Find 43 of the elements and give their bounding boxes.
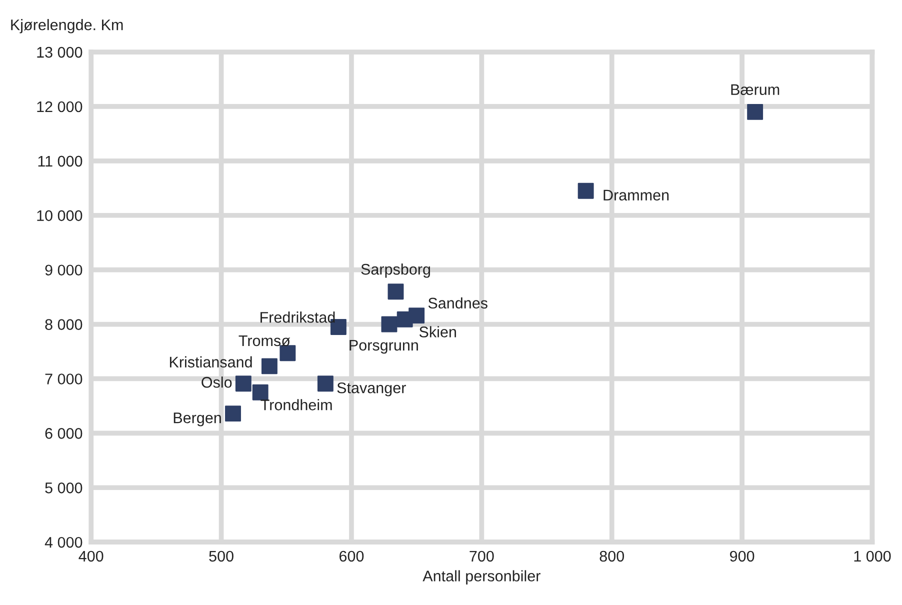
point xyxy=(280,345,296,362)
point xyxy=(381,316,398,332)
annotation: Porsgrunn xyxy=(350,340,418,354)
y-tick-label: 13 000 xyxy=(37,46,82,58)
annotation: Bergen xyxy=(174,412,221,426)
y-tick-label: 7 000 xyxy=(45,374,82,384)
y-tick-label: 11 000 xyxy=(38,156,82,167)
y-tick-label: 9 000 xyxy=(45,264,82,276)
point xyxy=(747,104,764,120)
annotation: Tromsø xyxy=(238,335,290,346)
y-tick-label: 6 000 xyxy=(45,428,82,439)
point xyxy=(225,406,241,422)
y-axis-title: Kjørelengde. Km xyxy=(11,19,123,34)
annotation: Trondheim xyxy=(260,399,332,410)
annotation: Drammen xyxy=(604,190,669,201)
annotation: Kristiansand xyxy=(170,356,252,368)
point xyxy=(235,376,252,392)
annotation: Sandnes xyxy=(428,297,488,309)
annotation: Stavanger xyxy=(337,382,406,396)
x-tick-label: 400 xyxy=(78,550,104,562)
y-tick-label: 10 000 xyxy=(37,210,82,222)
y-tick-label: 12 000 xyxy=(37,101,82,112)
x-tick-label: 600 xyxy=(340,550,364,562)
point xyxy=(317,376,334,392)
annotation: Skien xyxy=(419,326,456,338)
point xyxy=(408,308,425,324)
x-tick-label: 800 xyxy=(600,550,624,562)
annotation: Fredrikstad xyxy=(260,312,335,323)
x-tick-label: 500 xyxy=(209,550,234,562)
x-tick-label: 1 000 xyxy=(854,550,891,562)
annotation: Sarpsborg xyxy=(361,263,430,278)
point xyxy=(578,182,594,199)
annotation: Bærum xyxy=(731,84,780,96)
y-tick-label: 4 000 xyxy=(44,536,82,548)
point xyxy=(388,284,404,300)
x-axis-title: Antall personbiler xyxy=(422,570,540,584)
point xyxy=(252,384,268,400)
y-tick-label: 8 000 xyxy=(45,319,82,330)
x-tick-label: 900 xyxy=(730,550,754,562)
annotation: Oslo xyxy=(202,376,232,388)
y-tick-label: 5 000 xyxy=(45,482,82,494)
point xyxy=(261,358,278,374)
x-tick-label: 700 xyxy=(470,550,494,562)
